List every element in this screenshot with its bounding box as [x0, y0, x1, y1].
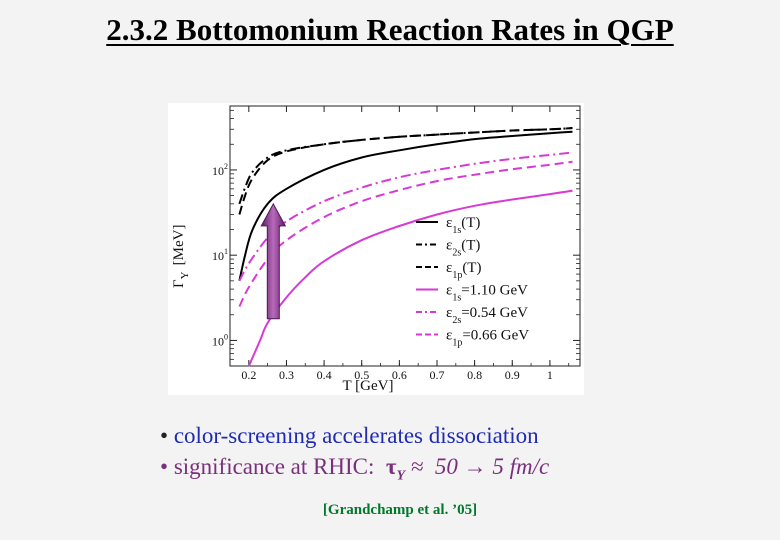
bullet-1-dot: •: [160, 423, 169, 448]
bullet-2-value: 50 → 5 fm/c: [434, 454, 550, 479]
bullet-2: • significance at RHIC: τY ≈ 50 → 5 fm/c: [160, 451, 720, 492]
series-curves: [238, 127, 573, 367]
legend-label-4: ε1s=1.10 GeV: [446, 283, 528, 304]
series-curve-1: [238, 130, 573, 282]
x-tick-label: 0.5: [354, 368, 369, 382]
bullet-1: • color-screening accelerates dissociati…: [160, 420, 720, 451]
series-curve-5: [238, 151, 573, 282]
series-curve-4: [247, 189, 573, 367]
bullet-2-approx: ≈: [410, 454, 424, 479]
slide-title: 2.3.2 Bottomonium Reaction Rates in QGP: [106, 12, 674, 47]
axis-ticks: 0.2 0.3 0.4 0.5 0.6 0.7 0.8 0.9 1 100 101 102: [212, 106, 580, 382]
plot-frame: [229, 105, 581, 367]
x-tick-label: 0.8: [467, 368, 482, 382]
bullet-1-keyword: color: [173, 423, 221, 448]
y-tick-label: 100: [212, 332, 228, 348]
series-curve-6: [238, 160, 573, 307]
legend-label-6: ε1p=0.66 GeV: [446, 328, 529, 349]
bullet-2-dot: •: [160, 454, 169, 479]
x-tick-label: 0.4: [317, 368, 332, 382]
chart-background: [168, 103, 584, 395]
legend-label-2: ε2s(T): [446, 238, 480, 259]
y-axis-label-sub: Y: [179, 271, 191, 279]
chart-svg: 0.2 0.3 0.4 0.5 0.6 0.7 0.8 0.9 1 100 101 102 ε1s(T…: [168, 103, 584, 395]
x-axis-label: T [GeV]: [343, 378, 394, 394]
y-axis-label-unit: [MeV]: [171, 225, 187, 266]
x-tick-label: 1: [547, 368, 553, 382]
legend-label-3: ε1p(T): [446, 260, 481, 281]
bullet-list: • color-screening accelerates dissociati…: [160, 420, 720, 492]
rate-chart: 0.2 0.3 0.4 0.5 0.6 0.7 0.8 0.9 1 100 101 102 ε1s(T…: [168, 103, 584, 395]
bullet-2-text: significance at RHIC:: [173, 454, 375, 479]
arrow-shape: [260, 202, 287, 320]
series-curve-3: [238, 127, 573, 215]
svg-text:ΓY[MeV]: ΓY [MeV]: [171, 225, 191, 288]
y-tick-label: 101: [212, 247, 228, 263]
x-tick-label: 0.7: [429, 368, 444, 382]
x-tick-label: 0.6: [392, 368, 407, 382]
x-tick-label: 0.3: [279, 368, 294, 382]
citation: [Grandchamp et al. ’05]: [322, 502, 478, 518]
bullet-2-tau: τ: [385, 454, 397, 479]
legend-label-5: ε2s=0.54 GeV: [446, 305, 528, 326]
enhancement-arrow: [260, 202, 287, 320]
x-tick-label: 0.9: [505, 368, 520, 382]
y-axis-label-main: Γ: [171, 279, 187, 288]
y-tick-label: 102: [212, 162, 228, 178]
bullet-1-rest: -screening accelerates dissociation: [220, 423, 539, 448]
y-axis-label: ΓY [MeV]: [171, 225, 191, 288]
legend-label-1: ε1s(T): [446, 215, 480, 236]
x-tick-label: 0.2: [241, 368, 256, 382]
bullet-2-tau-sub: Y: [396, 468, 406, 484]
